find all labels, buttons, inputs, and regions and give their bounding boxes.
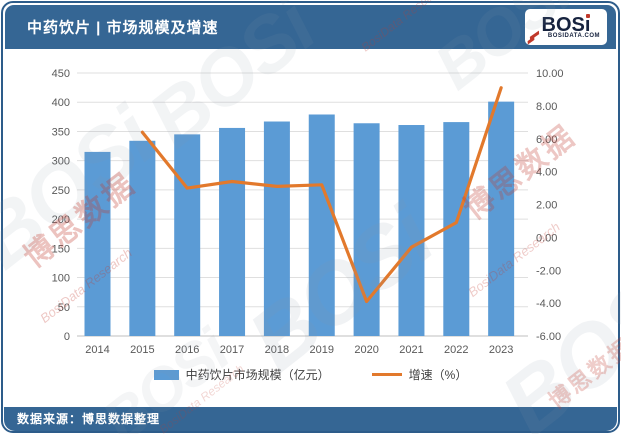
left-axis-tick: 250	[52, 185, 70, 197]
left-axis-tick: 0	[64, 331, 70, 343]
bar-2019	[308, 114, 335, 337]
chart-legend: 中药饮片市场规模（亿元） 增速（%）	[0, 366, 621, 383]
legend-item-growth: 增速（%）	[371, 366, 468, 383]
page-title: 中药饮片 | 市场规模及增速	[27, 19, 219, 37]
logo-red-dot	[586, 13, 591, 18]
left-axis-tick: 400	[52, 97, 70, 109]
x-axis-label-2019: 2019	[310, 344, 334, 356]
right-axis-tick: -6.00	[536, 331, 561, 343]
legend-bar-swatch	[153, 369, 179, 380]
x-axis-label-2016: 2016	[175, 344, 199, 356]
footer-bar: 数据来源：博思数据整理	[4, 407, 617, 431]
left-axis-tick: 450	[52, 68, 70, 80]
bar-2015	[129, 140, 156, 336]
left-axis-tick: 200	[52, 214, 70, 226]
logo-red-stripe	[527, 36, 535, 45]
left-axis-tick: 150	[52, 243, 70, 255]
bar-2023	[488, 101, 515, 336]
left-axis-tick: 300	[52, 156, 70, 168]
bosi-logo: BOSı BOSIDATA.COM	[525, 9, 607, 45]
legend-line-swatch	[371, 373, 402, 376]
bar-2020	[353, 123, 380, 336]
legend-label: 中药饮片市场规模（亿元）	[185, 368, 330, 382]
x-axis-label-2022: 2022	[444, 344, 468, 356]
bar-2014	[84, 151, 111, 336]
left-axis-tick: 100	[52, 273, 70, 285]
right-axis-tick: 10.00	[536, 68, 564, 80]
x-axis-label-2014: 2014	[85, 344, 109, 356]
right-axis-tick: 6.00	[536, 134, 557, 146]
x-axis-label-2020: 2020	[354, 344, 378, 356]
legend-label: 增速（%）	[408, 368, 468, 382]
bar-2021	[398, 125, 425, 336]
x-axis-label-2023: 2023	[489, 344, 513, 356]
right-axis-tick: 8.00	[536, 101, 557, 113]
x-axis-label-2018: 2018	[265, 344, 289, 356]
header-bar: 中药饮片 | 市场规模及增速 BOSı BOSIDATA.COM	[5, 5, 616, 49]
right-axis-tick: 2.00	[536, 200, 557, 212]
left-axis-tick: 350	[52, 126, 70, 138]
x-axis-label-2017: 2017	[220, 344, 244, 356]
right-axis-tick: 0.00	[536, 232, 557, 244]
left-axis-tick: 50	[58, 302, 70, 314]
bosi-logo-text: BOSı	[541, 13, 591, 36]
right-axis-tick: -2.00	[536, 265, 561, 277]
legend-item-market-size: 中药饮片市场规模（亿元）	[153, 366, 330, 383]
right-axis-tick: -4.00	[536, 298, 561, 310]
growth-line	[140, 86, 503, 304]
bar-2017	[219, 127, 246, 336]
bar-2018	[263, 121, 290, 337]
data-source-label: 数据来源：博思数据整理	[17, 412, 161, 426]
bosi-logo-domain: BOSIDATA.COM	[547, 32, 600, 39]
right-axis-tick: 4.00	[536, 167, 557, 179]
bar-2016	[174, 134, 201, 336]
x-axis-label-2015: 2015	[130, 344, 154, 356]
x-axis-label-2021: 2021	[399, 344, 423, 356]
